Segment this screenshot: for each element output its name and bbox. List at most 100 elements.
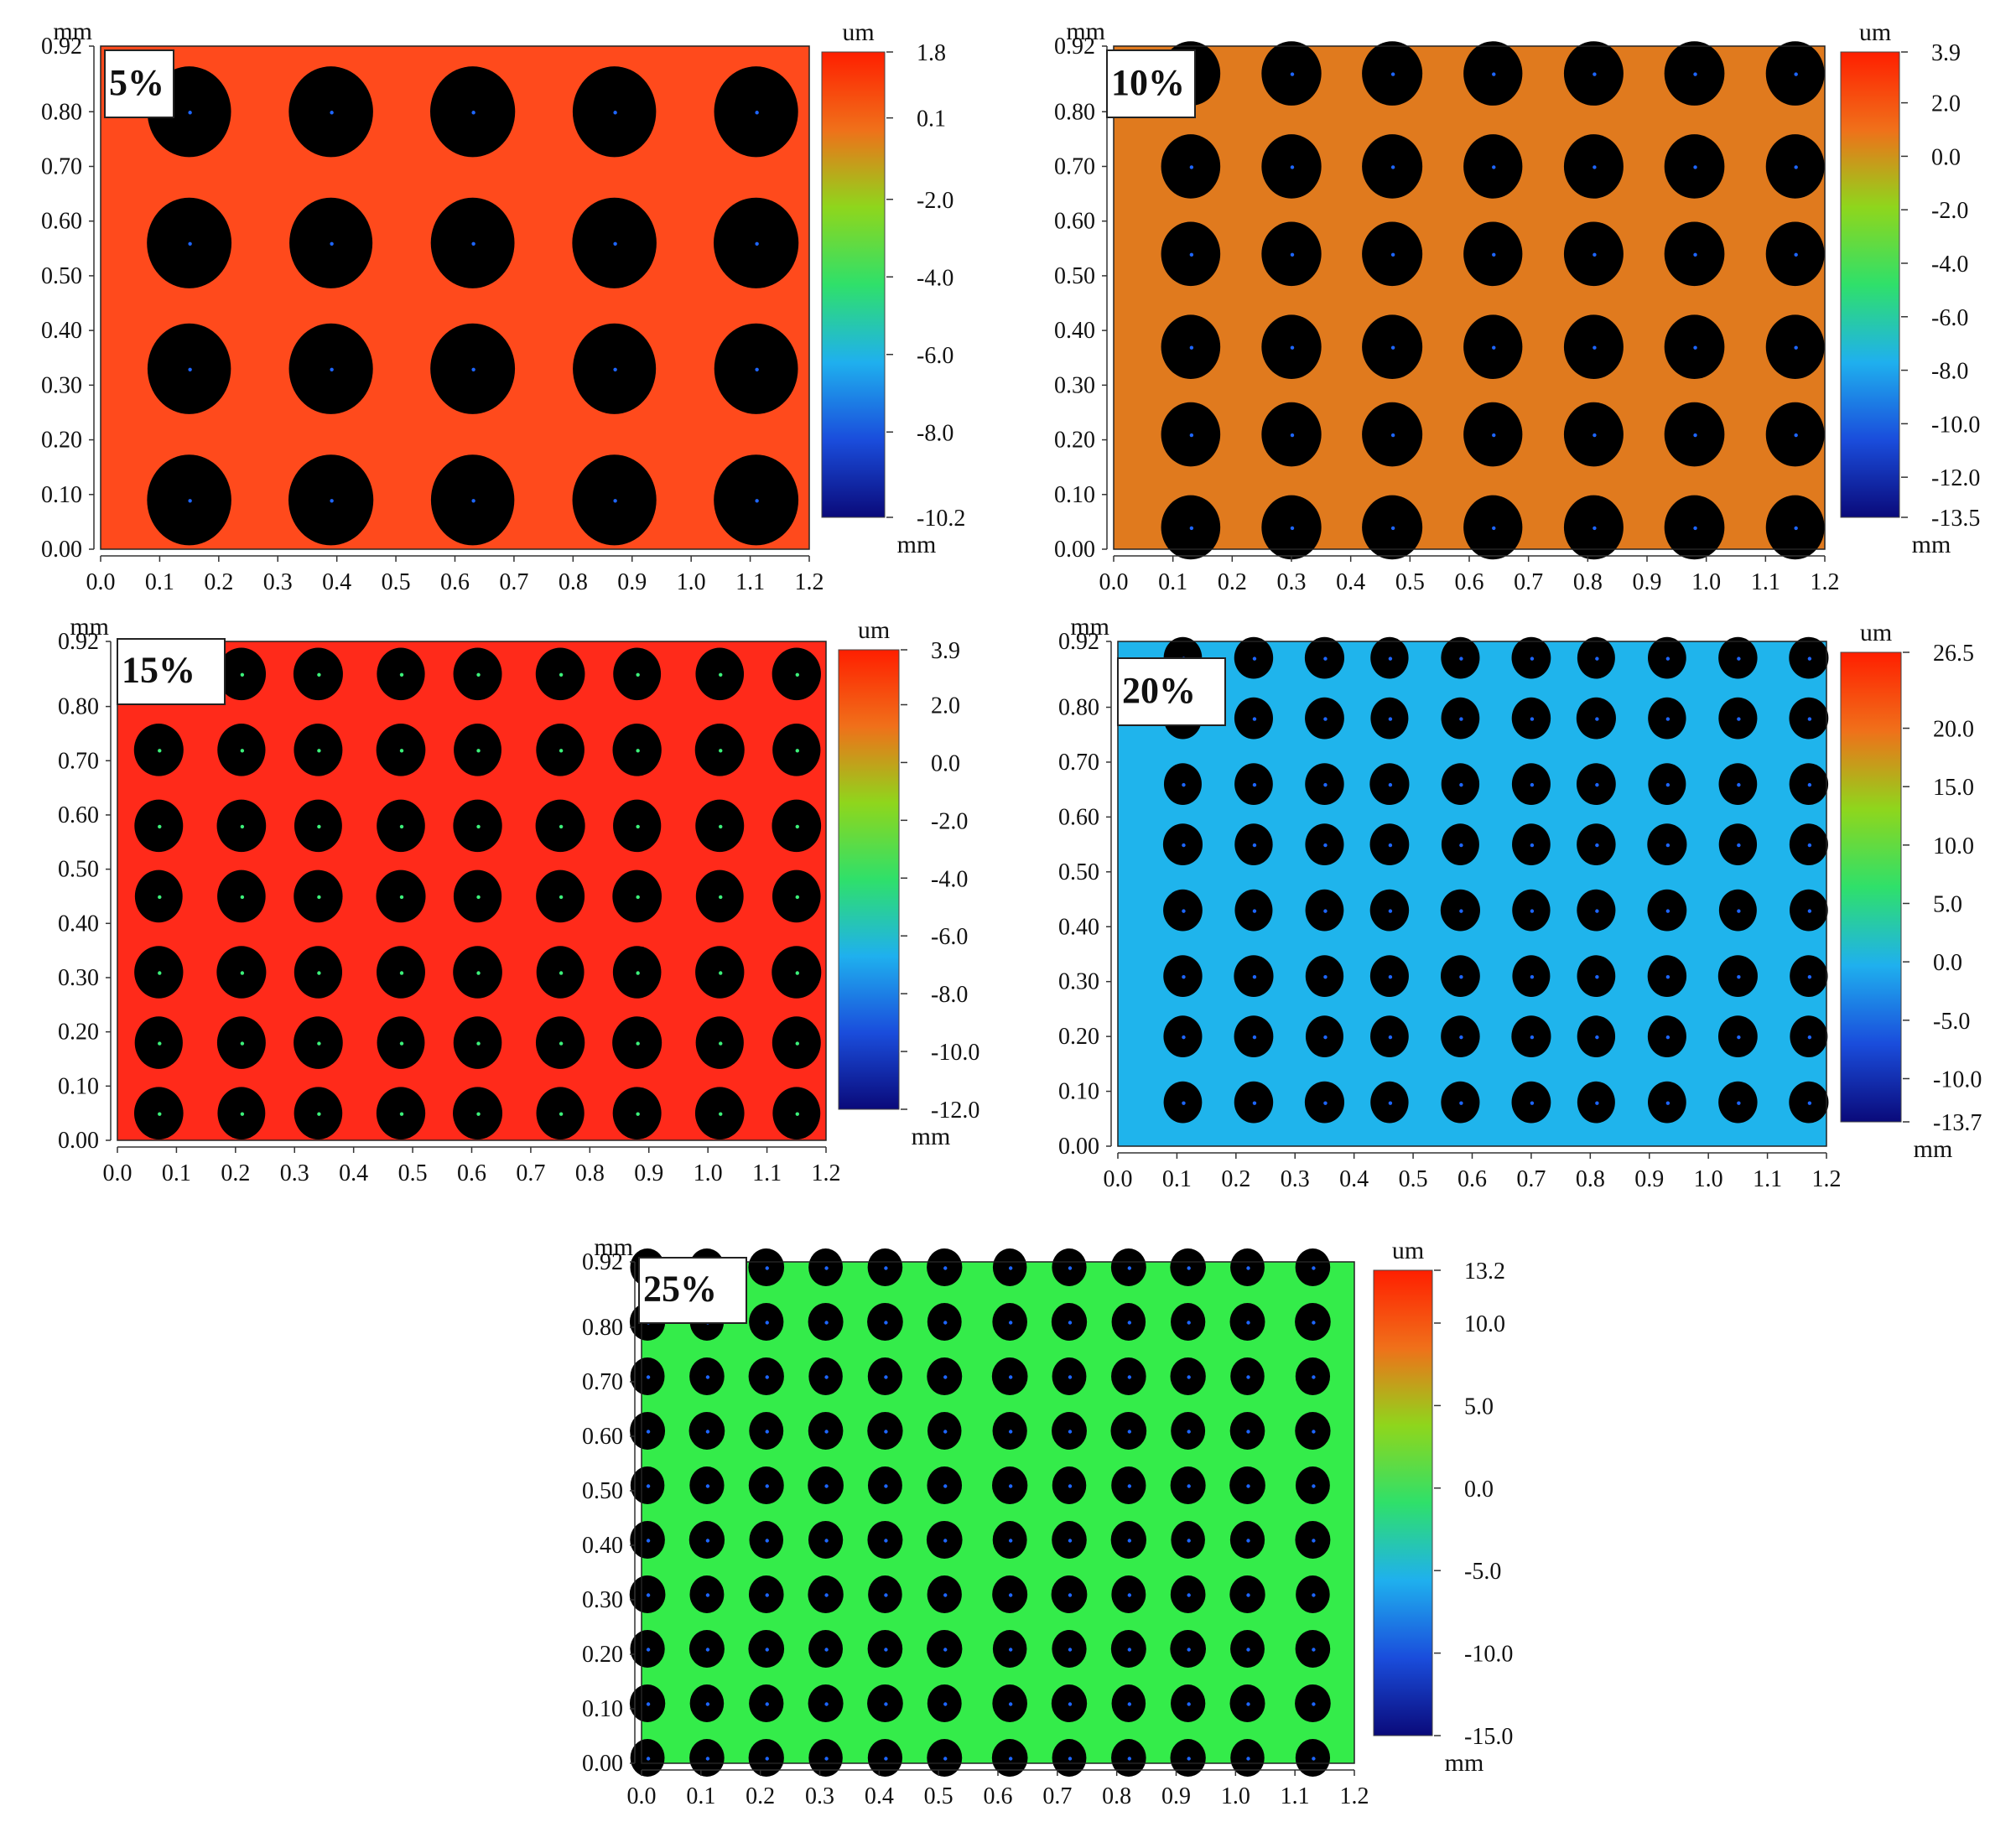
pit-center [719, 895, 723, 900]
pit-center [1737, 843, 1741, 848]
pit-center [1492, 433, 1496, 438]
x-tick-label: 0.0 [103, 1160, 132, 1186]
pit-center [1665, 1035, 1670, 1040]
x-tick-label: 0.2 [746, 1783, 775, 1809]
pit-center [1459, 909, 1463, 913]
y-axis-unit: mm [594, 1233, 633, 1261]
pit-center [1807, 782, 1812, 787]
pit-center [476, 672, 481, 677]
pit-center [1127, 1375, 1132, 1379]
colorbar-unit-bottom: mm [1445, 1749, 1484, 1777]
pit-center [636, 1041, 640, 1046]
pit-center [1737, 782, 1741, 787]
x-tick-label: 1.1 [1751, 569, 1780, 595]
x-tick-label: 0.1 [145, 569, 174, 595]
pit-center [824, 1430, 829, 1434]
x-tick-label: 0.3 [1281, 1166, 1310, 1192]
pit-center [705, 1375, 710, 1379]
pit-center [1388, 974, 1393, 979]
pit-center [795, 824, 799, 829]
pit-center [1390, 72, 1395, 76]
pit-center [1182, 782, 1186, 787]
x-tick-label: 1.2 [1812, 1166, 1842, 1192]
y-tick-label: 0.50 [1058, 859, 1099, 885]
pit-center [1492, 252, 1496, 257]
pit-center [884, 1593, 888, 1597]
pit-center [636, 672, 640, 677]
y-tick-label: 0.92 [58, 629, 99, 655]
panel-label: 20% [1122, 670, 1196, 711]
pit-center [1807, 974, 1812, 979]
panel-3: 0.920.800.700.600.500.400.300.200.100.00… [58, 613, 979, 1186]
pit-center [1068, 1484, 1073, 1488]
pit-center [824, 1702, 829, 1706]
pit-center [158, 1112, 162, 1116]
x-tick-label: 0.0 [86, 569, 116, 595]
pit-center [1008, 1484, 1013, 1488]
colorbar-tick-label: -8.0 [1931, 359, 1968, 385]
y-tick-label: 0.80 [41, 99, 82, 125]
x-tick-label: 1.0 [677, 569, 706, 595]
colorbar-tick-label: 5.0 [1464, 1394, 1494, 1420]
pit-center [1693, 526, 1697, 531]
pit-center [1008, 1321, 1013, 1325]
pit-center [1290, 526, 1295, 531]
pit-center [1595, 1035, 1599, 1040]
pit-center [824, 1539, 829, 1543]
pit-center [317, 672, 321, 677]
pit-center [943, 1593, 948, 1597]
pit-center [1127, 1484, 1132, 1488]
colorbar-unit-bottom: mm [1912, 531, 1951, 558]
pit-center [719, 672, 723, 677]
x-tick-label: 0.6 [457, 1160, 486, 1186]
y-tick-label: 0.40 [58, 911, 99, 937]
plot-border [1117, 641, 1827, 1147]
pit-center [719, 971, 723, 975]
pit-center [705, 1430, 710, 1434]
pit-center [1252, 843, 1257, 848]
pit-center [1693, 72, 1697, 76]
pit-center [646, 1539, 651, 1543]
pit-center [613, 499, 617, 503]
y-tick-label: 0.00 [1054, 537, 1095, 563]
pit-center [1595, 974, 1599, 979]
colorbar-tick-label: -10.2 [917, 506, 965, 532]
pit-center [1807, 657, 1812, 661]
pit-center [1252, 782, 1257, 787]
pit-center [1595, 843, 1599, 848]
y-tick-label: 0.50 [1054, 263, 1095, 289]
colorbar-tick-label: 13.2 [1464, 1259, 1505, 1285]
pit-center [1665, 843, 1670, 848]
pit-center [1068, 1375, 1073, 1379]
pit-center [1593, 345, 1597, 350]
colorbar [1373, 1269, 1433, 1736]
colorbar-tick-label: -12.0 [931, 1098, 979, 1124]
pit-center [1187, 1430, 1191, 1434]
x-tick-label: 0.3 [263, 569, 293, 595]
pit-center [1390, 345, 1395, 350]
pit-center [824, 1757, 829, 1761]
pit-center [1312, 1593, 1316, 1597]
pit-center [765, 1648, 769, 1652]
pit-center [1312, 1757, 1316, 1761]
colorbar-tick-label: -10.0 [1464, 1642, 1513, 1668]
pit-center [943, 1702, 948, 1706]
pit-center [188, 499, 192, 503]
pit-center [1595, 782, 1599, 787]
pit-center [824, 1375, 829, 1379]
colorbar-tick-label: -4.0 [1931, 252, 1968, 278]
pit-center [1290, 165, 1295, 169]
colorbar-tick-label: 20.0 [1933, 717, 1974, 743]
pit-center [1665, 717, 1670, 721]
y-tick-label: 0.10 [582, 1696, 623, 1722]
pit-center [884, 1539, 888, 1543]
x-tick-label: 0.4 [1339, 1166, 1369, 1192]
x-tick-label: 0.1 [162, 1160, 191, 1186]
colorbar-tick-label: 26.5 [1933, 641, 1974, 667]
pit-center [1593, 72, 1597, 76]
pit-center [317, 749, 321, 753]
pit-center [1252, 657, 1257, 661]
pit-center [795, 672, 799, 677]
pit-center [1312, 1430, 1316, 1434]
pit-center [1008, 1593, 1013, 1597]
